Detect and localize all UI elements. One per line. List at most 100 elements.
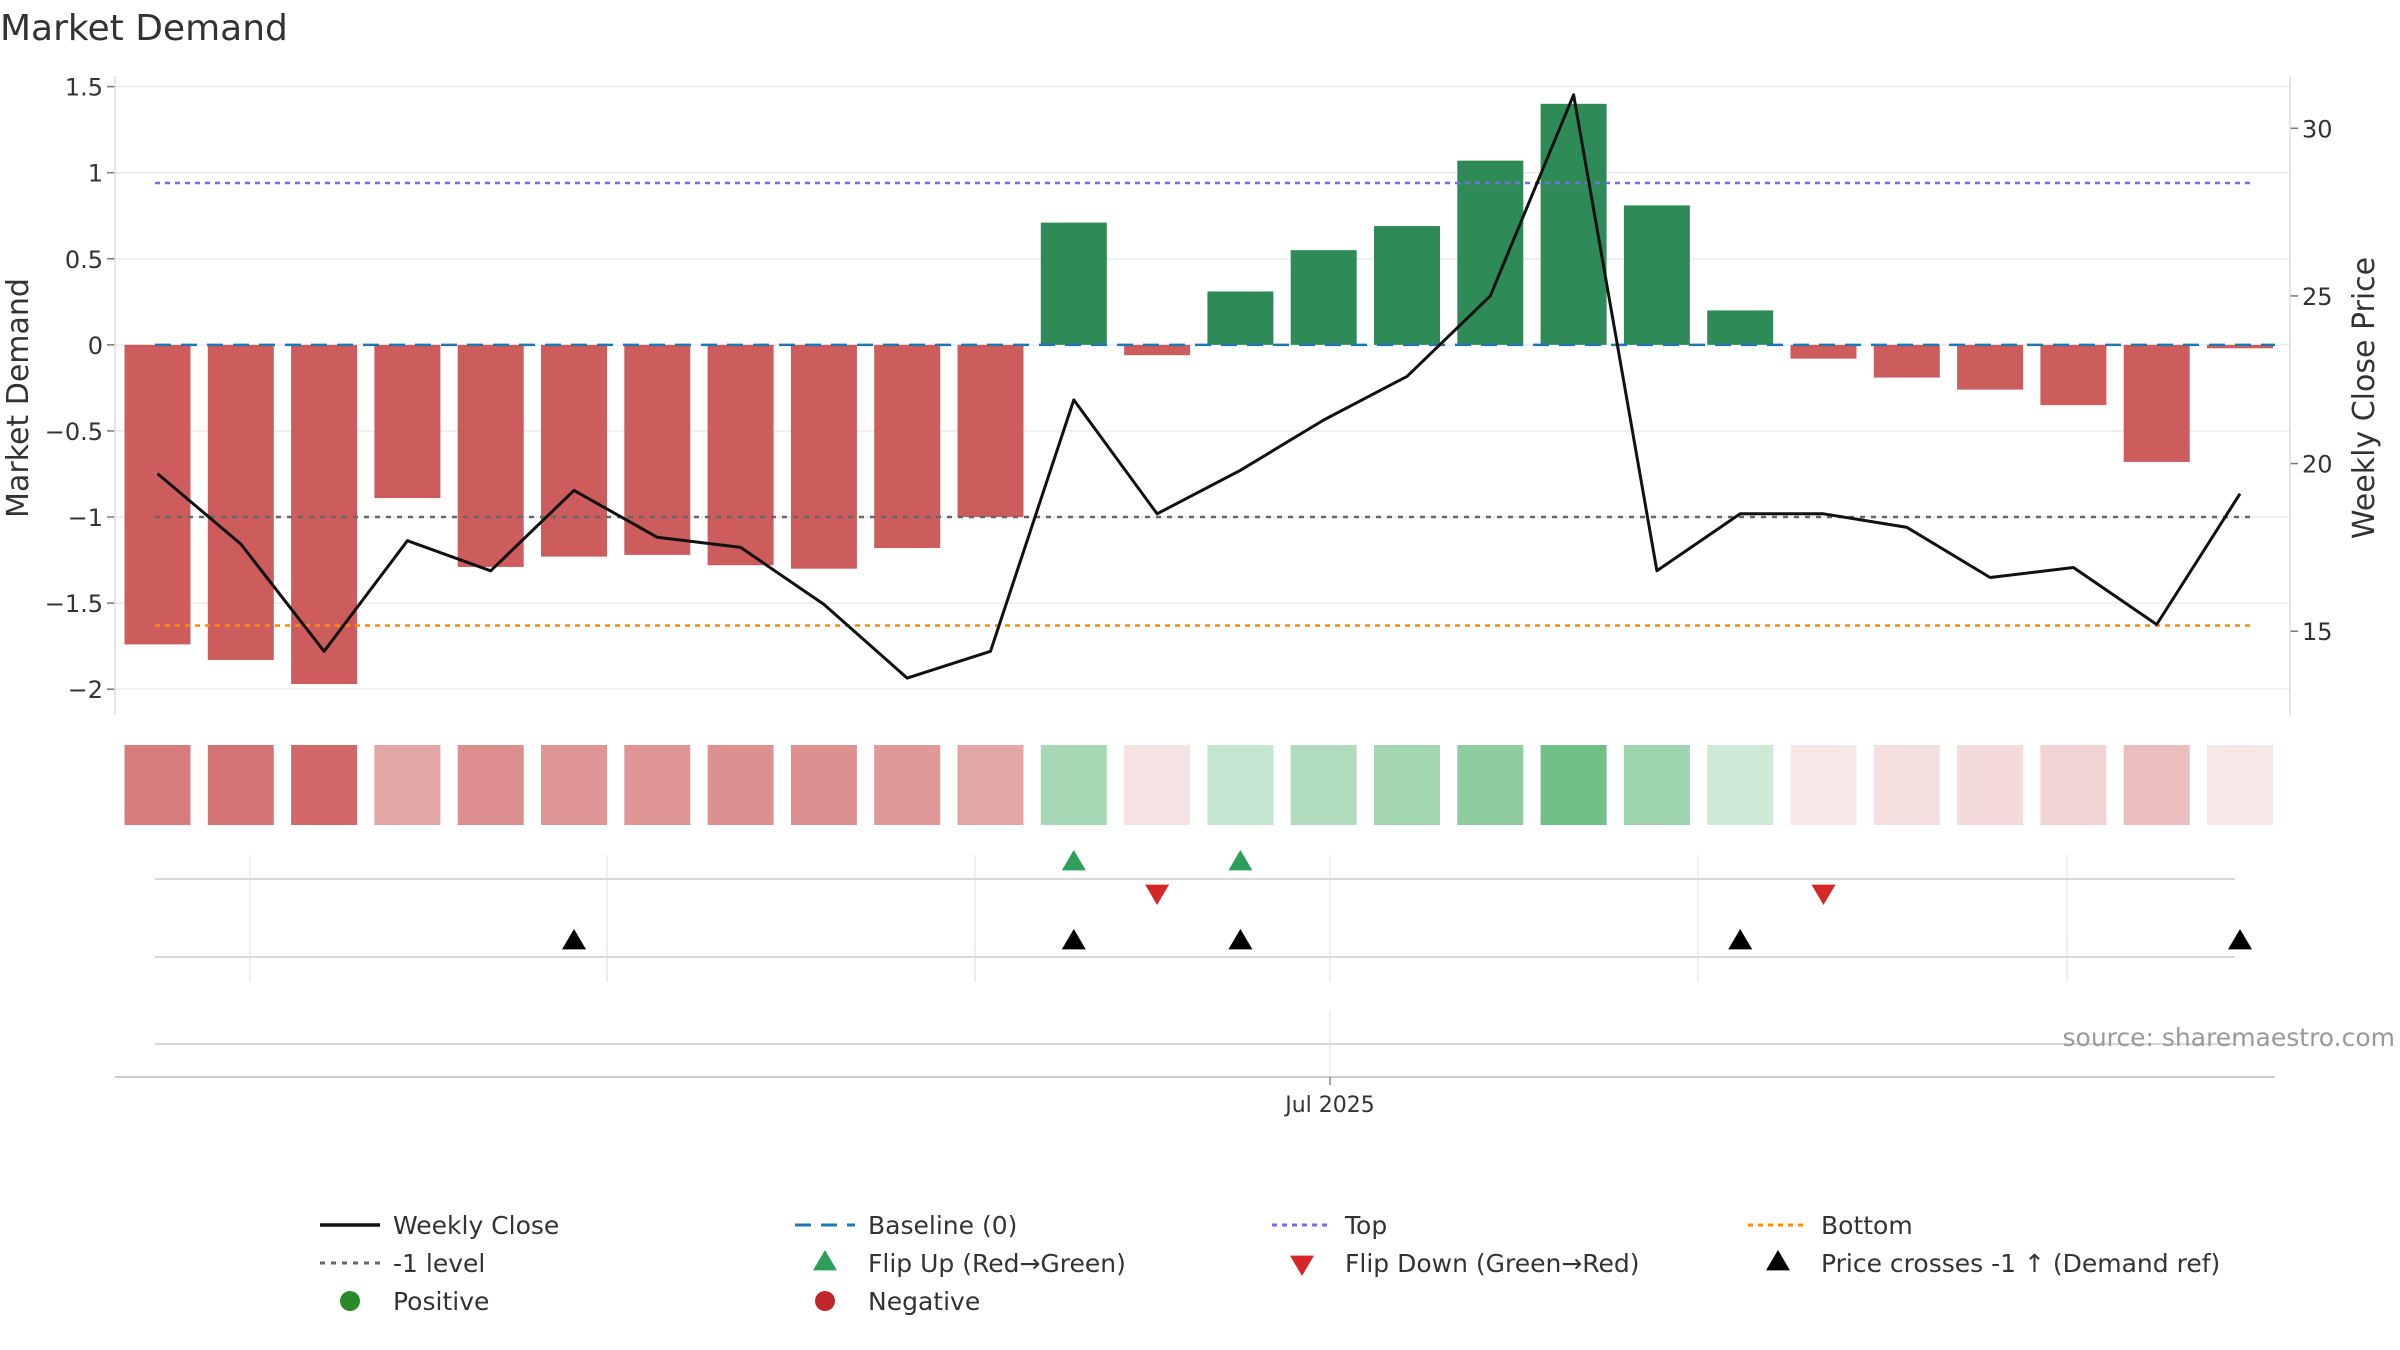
heat-cell: [1290, 745, 1357, 825]
flip-down-marker: [1145, 884, 1170, 905]
heat-cell: [1207, 745, 1274, 825]
price-cross-marker: [1228, 929, 1253, 950]
legend: Weekly Close Baseline (0) Top Bottom -1 leve…: [320, 1211, 2220, 1316]
bar-negative: [2040, 344, 2107, 406]
heat-cell: [2123, 745, 2190, 825]
heat-cell: [1124, 745, 1191, 825]
bar-negative: [291, 344, 358, 685]
y2-tick-label: 15: [2302, 618, 2333, 646]
bar-positive: [1290, 250, 1357, 345]
legend-label: Baseline (0): [868, 1211, 1017, 1240]
heat-cell: [291, 745, 358, 825]
reference-lines: [155, 181, 2275, 627]
price-cross-marker: [2228, 929, 2252, 950]
heat-cell: [1040, 745, 1107, 825]
bar-negative: [957, 344, 1024, 518]
heat-cell: [1957, 745, 2024, 825]
legend-label: Bottom: [1821, 1211, 1913, 1240]
heat-strip: [124, 745, 2273, 825]
legend-label: Flip Up (Red→Green): [868, 1249, 1126, 1278]
heat-cell: [207, 745, 274, 825]
legend-label: Flip Down (Green→Red): [1345, 1249, 1640, 1278]
heat-cell: [1707, 745, 1774, 825]
bar-negative: [374, 344, 441, 499]
legend-label: Negative: [868, 1287, 980, 1316]
y2-axis-title: Weekly Close Price: [2347, 257, 2382, 539]
y-tick-label: 1.5: [65, 74, 103, 102]
heat-cell: [2040, 745, 2107, 825]
heat-cell: [1457, 745, 1524, 825]
y-tick-label: 0.5: [65, 246, 103, 274]
price-cross-marker: [1728, 929, 1753, 950]
heat-cell: [1790, 745, 1857, 825]
legend-label: Positive: [393, 1287, 489, 1316]
heat-cell: [874, 745, 941, 825]
bar-positive: [1457, 160, 1524, 345]
bar-negative: [124, 344, 191, 645]
flip-up-marker: [1228, 850, 1253, 871]
heat-cell: [124, 745, 191, 825]
bar-negative: [790, 344, 857, 569]
flip-up-marker: [1061, 850, 1086, 871]
bar-negative: [207, 344, 274, 660]
chart-title: Market Demand: [0, 8, 288, 49]
source-note: source: sharemaestro.com: [2063, 1023, 2396, 1052]
bar-negative: [457, 344, 524, 567]
heat-cell: [457, 745, 524, 825]
heat-cell: [541, 745, 607, 825]
legend-icon-flip-down: [1290, 1255, 1314, 1276]
legend-icon-flip-up: [813, 1250, 837, 1271]
bar-negative: [1957, 344, 2024, 390]
heat-cell: [957, 745, 1024, 825]
legend-label: Price crosses -1 ↑ (Demand ref): [1821, 1249, 2220, 1278]
heat-cell: [374, 745, 441, 825]
legend-label: Top: [1344, 1211, 1387, 1240]
y-tick-label: −1: [68, 504, 103, 532]
heat-cell: [624, 745, 691, 825]
y-tick-label: 1: [88, 160, 103, 188]
y-tick-label: 0: [88, 332, 103, 360]
y2-tick-label: 30: [2302, 115, 2333, 143]
bar-positive: [1040, 222, 1107, 345]
bar-negative: [1124, 344, 1191, 356]
event-markers: Jul 2025: [115, 850, 2275, 1276]
heat-cell: [1873, 745, 1940, 825]
y2-tick-label: 25: [2302, 283, 2333, 311]
bar-positive: [1207, 291, 1274, 345]
bar-negative: [2123, 344, 2190, 462]
heat-cell: [1540, 745, 1607, 825]
heat-cell: [1623, 745, 1690, 825]
bar-negative: [1790, 344, 1857, 359]
price-cross-marker: [1061, 929, 1086, 950]
price-cross-marker: [562, 929, 586, 950]
bar-negative: [874, 344, 941, 549]
y-axis-title: Market Demand: [1, 278, 36, 518]
heat-cell: [2207, 745, 2273, 825]
bar-negative: [1873, 344, 1940, 378]
demand-bars: [124, 103, 2273, 685]
bar-negative: [541, 344, 607, 557]
weekly-close-line: [156, 93, 2242, 680]
x-tick-label: Jul 2025: [1283, 1093, 1375, 1118]
bar-negative: [624, 344, 691, 555]
bar-negative: [2207, 344, 2273, 349]
heat-cell: [707, 745, 774, 825]
heat-cell: [1374, 745, 1440, 825]
y-tick-label: −2: [68, 676, 103, 704]
weekly-close-series: [156, 93, 2242, 680]
legend-label: -1 level: [393, 1249, 485, 1278]
bar-negative: [707, 344, 774, 566]
legend-icon-price-cross: [1766, 1250, 1790, 1271]
y2-tick-label: 20: [2302, 451, 2333, 479]
bar-positive: [1623, 205, 1690, 345]
legend-icon-positive: [340, 1291, 360, 1311]
y-tick-label: −1.5: [45, 590, 103, 618]
flip-down-marker: [1811, 884, 1836, 905]
heat-cell: [790, 745, 857, 825]
y-tick-label: −0.5: [45, 418, 103, 446]
legend-icon-negative: [815, 1291, 835, 1311]
legend-label: Weekly Close: [393, 1211, 559, 1240]
bar-positive: [1707, 310, 1774, 345]
bar-positive: [1374, 226, 1440, 345]
